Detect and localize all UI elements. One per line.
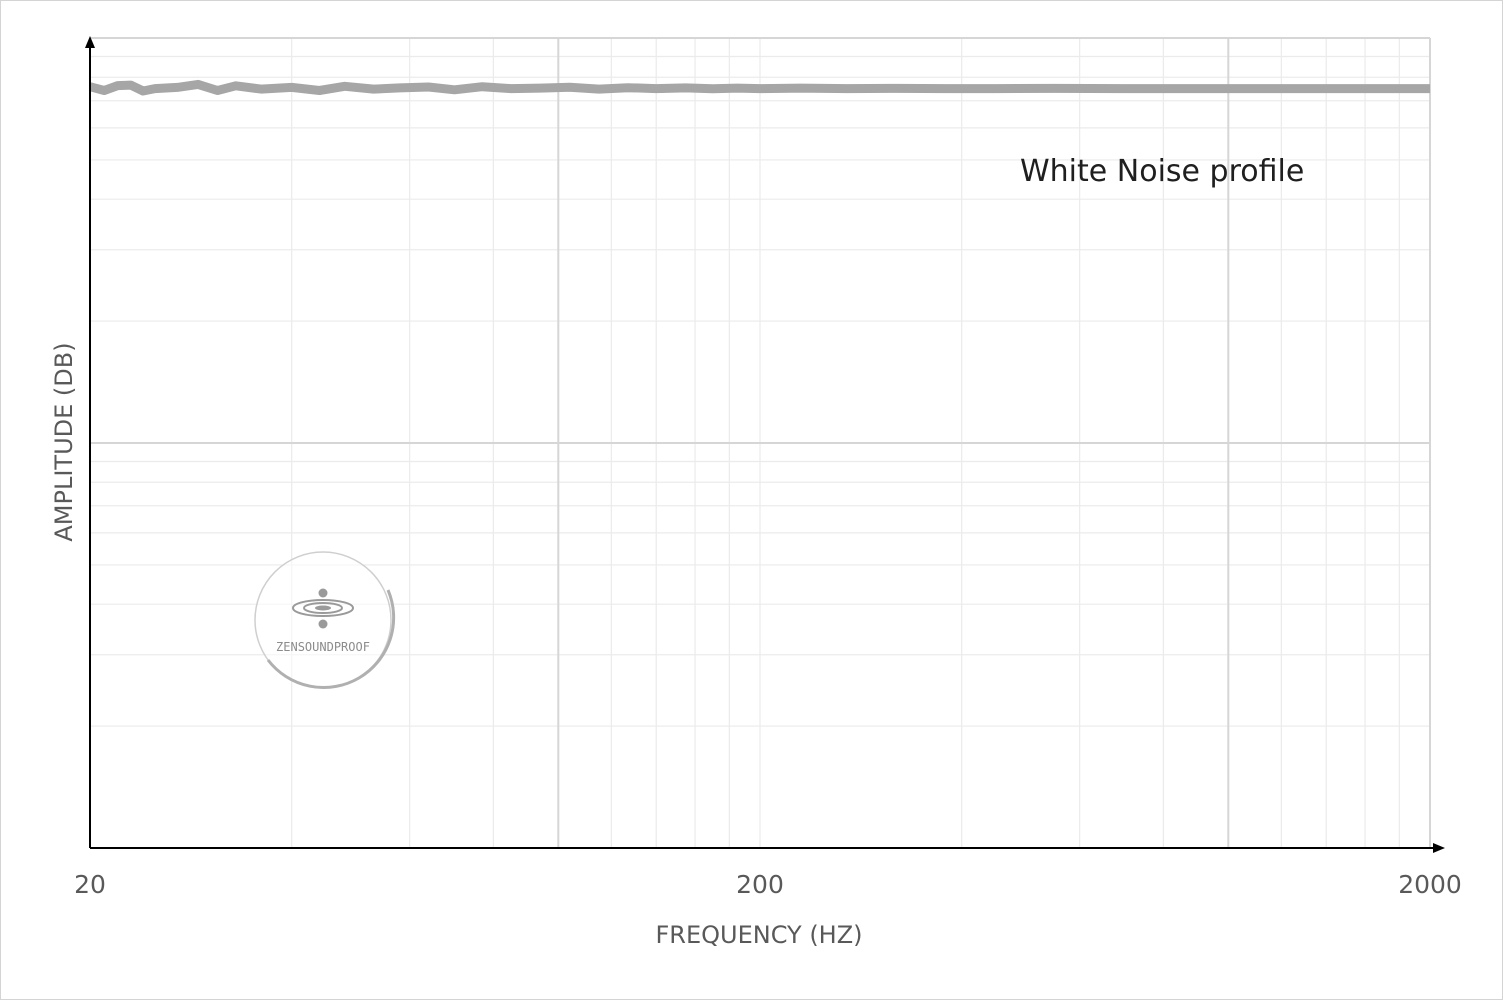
y-axis — [85, 36, 95, 848]
logo-wordmark: ZENSOUNDPROOF — [276, 640, 370, 654]
y-axis-title: AMPLITUDE (DB) — [50, 342, 78, 541]
x-tick-labels: 20 200 2000 — [74, 870, 1462, 899]
water-drop-icon — [292, 588, 354, 629]
x-axis — [90, 843, 1445, 853]
series-line-0 — [88, 79, 1430, 96]
zensoundproof-logo: ZENSOUNDPROOF — [254, 551, 396, 689]
series-group — [88, 79, 1430, 96]
x-axis-arrow-icon — [1433, 843, 1445, 853]
logo-swoosh-icon — [266, 589, 396, 689]
series-annotation: White Noise profile — [1020, 154, 1304, 189]
x-tick-label-200: 200 — [736, 870, 784, 899]
x-tick-label-20: 20 — [74, 870, 106, 899]
x-tick-label-2000: 2000 — [1398, 870, 1462, 899]
y-axis-arrow-icon — [85, 36, 95, 48]
x-axis-title: FREQUENCY (HZ) — [655, 921, 862, 949]
